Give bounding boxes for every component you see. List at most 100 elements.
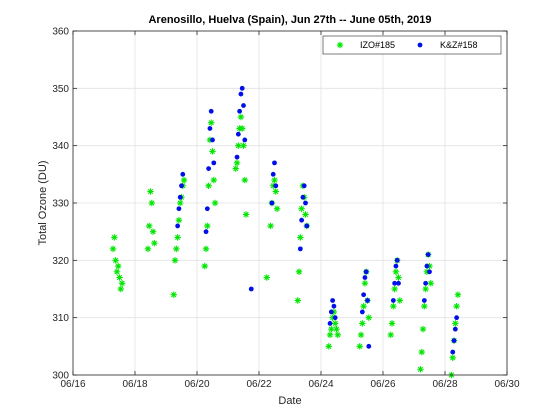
kz-data-point [273,183,279,189]
kz-data-point [204,206,210,212]
x-tick-label: 06/26 [370,379,395,390]
kz-data-point [179,183,184,189]
izo-data-point [326,331,334,339]
kz-series [175,85,460,355]
kz-data-point [238,91,244,97]
kz-data-point [365,298,370,303]
izo-data-point [361,280,369,287]
data-series [109,85,462,379]
izo-data-point [449,354,456,361]
izo-data-point [421,303,428,310]
izo-data-point [209,148,216,155]
kz-data-point [242,137,248,143]
izo-data-point [422,285,429,293]
izo-data-point [418,348,425,356]
izo-data-point [149,228,157,235]
izo-data-point [267,222,274,230]
izo-data-point [272,188,279,195]
izo-series [109,113,462,379]
y-tick-label: 310 [52,313,69,324]
legend-izo-marker [336,41,344,49]
kz-data-point [366,343,372,349]
x-tick-label: 06/22 [246,379,271,390]
y-tick-label: 330 [52,199,69,210]
izo-data-point [333,325,340,333]
izo-data-point [117,285,124,293]
x-tick-label: 06/30 [494,379,519,390]
izo-data-point [109,245,117,253]
izo-data-point [357,331,365,339]
kz-data-point [303,200,308,206]
kz-data-point [300,194,306,200]
kz-data-point [396,280,401,286]
legend-kz-label: K&Z#158 [440,40,478,50]
izo-data-point [273,205,281,212]
kz-data-point [175,223,181,229]
izo-data-point [233,159,241,167]
axis-ticks: 06/16 06/18 06/20 06/22 06/24 06/26 06/28 06/30… [52,27,520,391]
izo-data-point [111,234,118,241]
izo-data-point [271,176,278,184]
y-tick-label: 300 [52,371,69,382]
izo-data-point [208,119,215,126]
izo-data-point [325,343,332,350]
izo-data-point [113,268,121,275]
kz-data-point [297,246,303,252]
izo-data-point [170,291,177,298]
izo-data-point [237,113,245,121]
izo-data-point [242,211,250,218]
izo-data-point [419,325,427,333]
izo-data-point [294,297,301,304]
y-tick-label: 350 [52,84,69,95]
izo-data-point [417,366,424,373]
izo-data-point [239,125,246,132]
izo-data-point [202,245,210,253]
izo-data-point [148,199,155,207]
x-tick-label: 06/18 [122,379,147,390]
legend-izo-label: IZO#185 [360,40,395,50]
kz-data-point [203,229,209,235]
izo-data-point [210,176,217,184]
izo-data-point [356,343,363,350]
kz-data-point [239,85,245,91]
izo-data-point [180,176,188,184]
kz-data-point [331,303,337,309]
kz-data-point [211,160,217,166]
kz-data-point [421,298,427,303]
izo-data-point [297,234,304,241]
y-tick-label: 360 [52,27,69,38]
kz-data-point [234,154,240,160]
izo-data-point [334,331,341,339]
izo-data-point [235,142,242,149]
izo-data-point [241,176,248,184]
kz-data-point [207,126,213,131]
kz-data-point [206,166,212,172]
kz-data-point [423,280,429,286]
kz-data-point [269,200,275,206]
kz-data-point [450,349,456,355]
izo-data-point [427,280,434,287]
kz-data-point [328,309,334,315]
izo-data-point [232,165,239,172]
kz-data-point [332,315,338,321]
kz-data-point [393,263,399,269]
kz-data-point [270,171,276,177]
kz-data-point [299,217,305,223]
kz-data-point [237,108,243,114]
kz-data-point [390,298,396,303]
kz-data-point [425,252,431,257]
kz-data-point [208,108,214,114]
izo-data-point [295,268,303,275]
izo-data-point [174,234,181,241]
izo-data-point [387,331,394,339]
izo-data-point [118,280,126,287]
y-tick-label: 320 [52,256,69,267]
izo-data-point [175,217,183,224]
izo-data-point [298,205,305,212]
izo-data-point [390,303,397,310]
izo-data-point [395,274,402,281]
izo-data-point [365,314,372,321]
kz-data-point [330,298,336,303]
izo-data-point [204,222,211,230]
